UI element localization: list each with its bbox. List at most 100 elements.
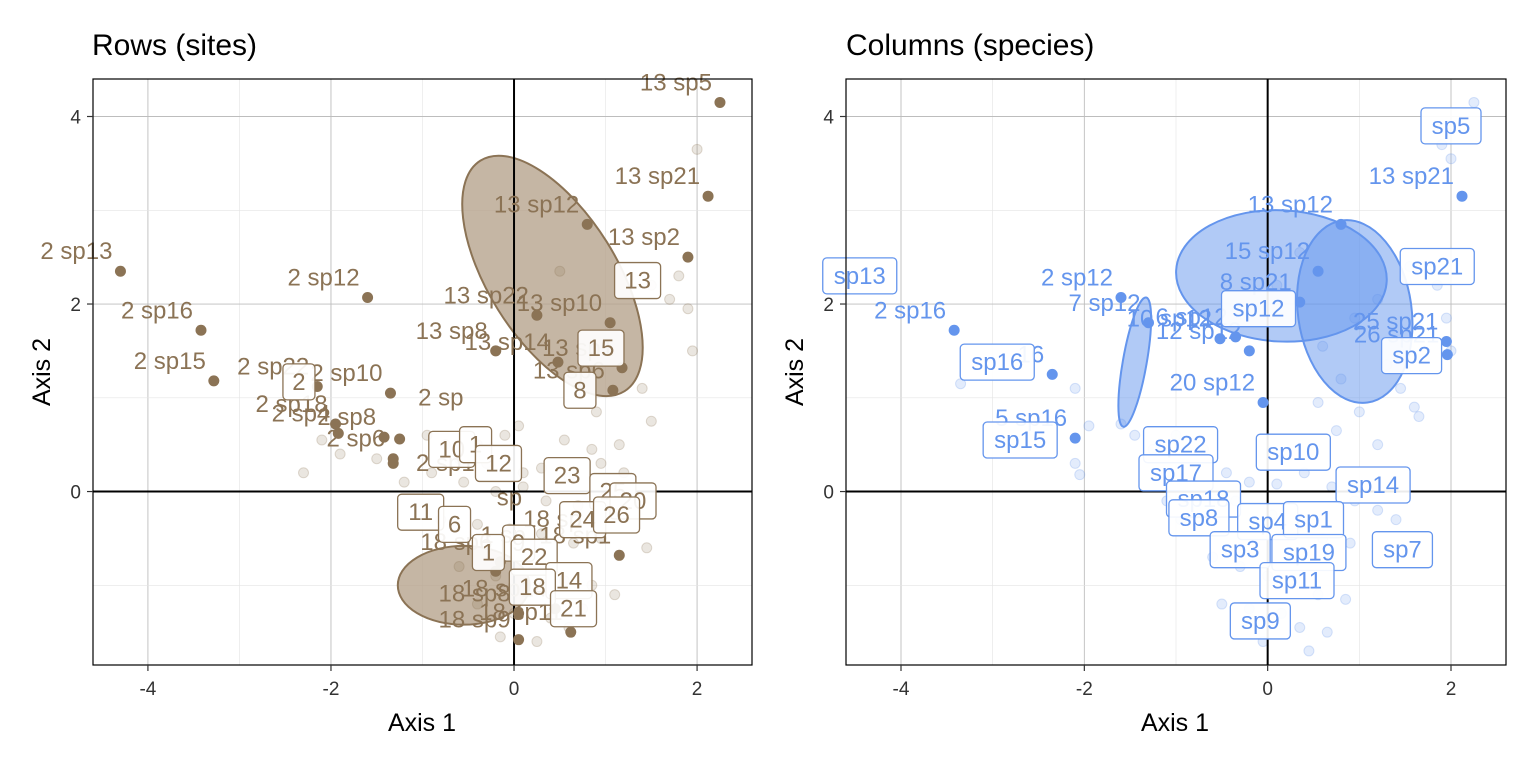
label-box-text: sp1 (1294, 507, 1333, 534)
point-label: 13 sp2 (608, 224, 680, 251)
data-point (948, 324, 960, 336)
boxed-label: 11 (397, 493, 445, 531)
boxed-label: sp14 (1335, 466, 1411, 504)
label-box (437, 505, 472, 544)
background-point (664, 293, 676, 305)
panel-frame-columns (845, 78, 1507, 666)
data-point (604, 317, 616, 329)
label-box-text: 2 (292, 369, 305, 396)
data-point (513, 634, 525, 646)
label-box-text: sp8 (1180, 505, 1219, 532)
y-tick-label: 2 (823, 295, 834, 316)
boxed-label: 23 (543, 456, 591, 495)
background-point (398, 476, 410, 488)
data-point (552, 356, 564, 368)
background-point (531, 636, 543, 648)
y-axis-label-columns: Axis 2 (781, 338, 809, 406)
background-point (554, 265, 566, 277)
background-point (590, 406, 602, 418)
background-point (513, 420, 525, 432)
background-point (1129, 429, 1141, 441)
boxed-label: 1 (471, 533, 506, 572)
x-tick-label: 2 (692, 679, 703, 700)
data-point (1214, 333, 1226, 345)
background-point (1330, 425, 1342, 437)
data-point (1046, 368, 1058, 380)
label-box (1220, 290, 1297, 328)
y-axis-label-rows: Axis 2 (28, 338, 56, 406)
background-point (1294, 621, 1306, 633)
data-point (208, 375, 220, 387)
background-point (1115, 418, 1127, 430)
label-box-text: sp2 (1392, 343, 1431, 370)
point-label: 13 sp12 (1248, 191, 1333, 218)
label-box (1255, 433, 1331, 471)
label-box (959, 343, 1035, 381)
x-tick-label: 2 (1446, 679, 1457, 700)
background-point (453, 561, 465, 573)
data-point (1294, 296, 1306, 308)
data-point (1440, 336, 1452, 348)
background-point (334, 448, 346, 460)
panel-frame-rows (92, 78, 753, 666)
label-box (508, 568, 556, 606)
label-box-text: sp7 (1383, 537, 1422, 564)
y-tick-label: 0 (70, 483, 81, 504)
label-box-text: 12 (485, 450, 512, 477)
data-point (513, 607, 525, 619)
point-label-partial: sp (497, 485, 522, 512)
label-box (1399, 247, 1475, 286)
label-box-text: 26 (603, 502, 630, 529)
boxed-label: sp5 (1420, 107, 1482, 145)
point-label: 25 sp21 (1353, 309, 1438, 336)
data-point (581, 218, 593, 230)
data-point (384, 387, 396, 399)
background-point (687, 345, 699, 357)
data-point (1230, 331, 1242, 343)
background-point (645, 415, 657, 427)
label-box (1229, 602, 1291, 640)
boxed-label: 15 (577, 329, 625, 367)
background-point (1445, 153, 1457, 165)
point-label: 2 sp16 (121, 297, 193, 324)
label-box (1380, 336, 1443, 375)
data-point (1243, 345, 1255, 357)
background-point (1335, 373, 1347, 385)
point-label: 2 sp6 (326, 426, 385, 453)
boxed-label: 26 (592, 496, 641, 534)
background-point (1294, 246, 1306, 258)
background-point (1395, 382, 1407, 394)
y-tick-label: 0 (823, 483, 834, 504)
background-point (1344, 537, 1356, 549)
label-box-text: 11 (408, 499, 433, 526)
background-point (499, 429, 511, 441)
background-point (371, 453, 383, 465)
background-point (558, 434, 570, 446)
label-box (982, 421, 1058, 459)
point-label-partial: 2 sp (418, 384, 463, 411)
point-label: 2 sp4 (272, 400, 331, 427)
point-label: 2 sp12 (1041, 264, 1113, 291)
label-box-text: sp5 (1432, 113, 1471, 140)
data-point (531, 309, 543, 321)
background-point (1317, 340, 1329, 352)
point-label: 13 sp5 (640, 69, 712, 96)
background-point (1349, 312, 1361, 324)
boxed-label: sp3 (1209, 531, 1271, 569)
label-box (1168, 499, 1230, 537)
background-point (1312, 396, 1324, 408)
background-point (1326, 481, 1338, 493)
background-point (1340, 593, 1352, 605)
point-label: 13 sp21 (615, 163, 700, 190)
x-tick-label: 0 (1262, 679, 1273, 700)
point-label: 13 sp14 (465, 329, 550, 356)
point-label: 2 sp10 (310, 360, 382, 387)
boxed-label: sp2 (1380, 336, 1443, 375)
boxed-label: sp12 (1220, 290, 1297, 328)
boxed-label: sp13 (822, 257, 898, 295)
boxed-label: 13 (613, 261, 662, 300)
data-point (332, 427, 344, 439)
